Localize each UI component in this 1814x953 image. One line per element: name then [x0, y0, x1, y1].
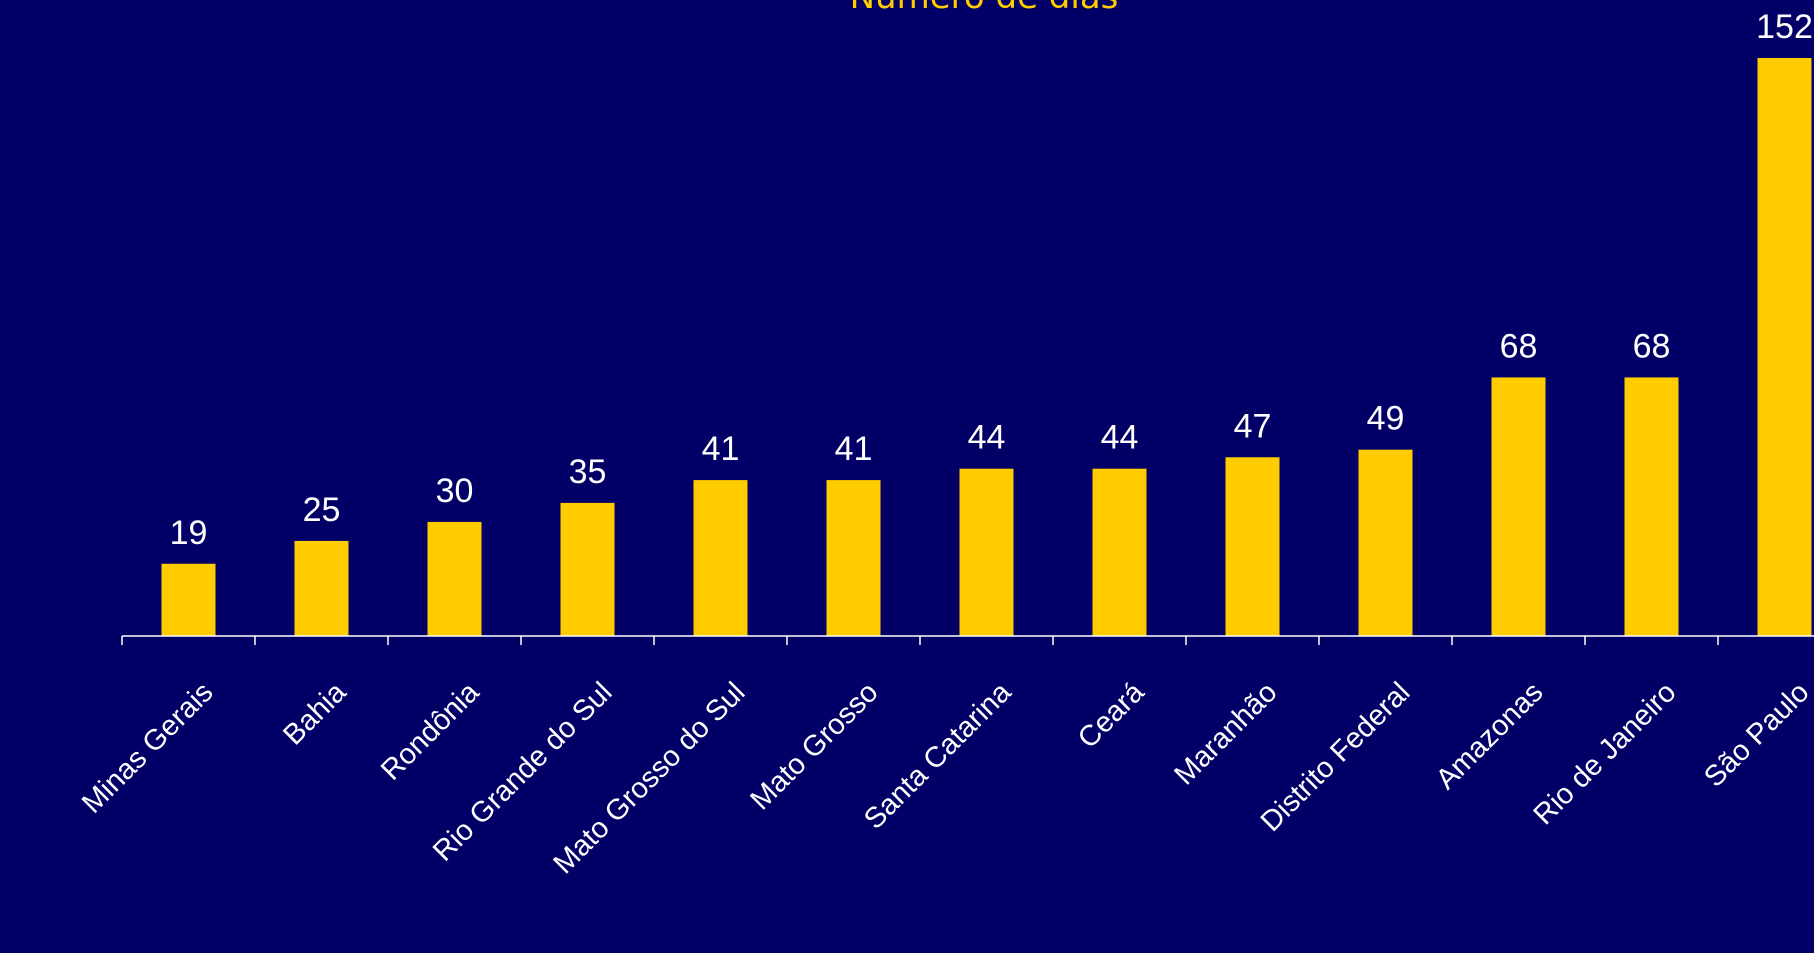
data-label: 68 — [1633, 327, 1671, 365]
data-label: 44 — [968, 419, 1006, 457]
bar — [1624, 377, 1679, 636]
category-label: Maranhão — [1168, 676, 1283, 791]
category-label: Minas Gerais — [76, 676, 219, 819]
data-label: 47 — [1234, 407, 1272, 445]
data-label: 41 — [702, 430, 740, 468]
bars-group — [161, 58, 1812, 636]
data-label: 49 — [1367, 400, 1405, 438]
category-label: Ceará — [1072, 676, 1151, 755]
data-label: 30 — [436, 472, 474, 510]
data-label: 44 — [1101, 419, 1139, 457]
x-axis — [121, 635, 1814, 645]
bar — [1757, 58, 1812, 636]
category-label: Amazonas — [1430, 676, 1550, 796]
category-label: Rondônia — [375, 676, 486, 787]
bar — [1225, 457, 1280, 636]
bar — [1092, 468, 1147, 636]
bar — [427, 521, 482, 636]
category-label: Bahia — [277, 676, 353, 752]
data-label: 35 — [569, 453, 607, 491]
category-label: Rio de Janeiro — [1528, 676, 1683, 831]
chart-title: Número de dias — [850, 0, 1119, 17]
bar — [693, 480, 748, 636]
bar — [1358, 449, 1413, 636]
data-label: 68 — [1500, 327, 1538, 365]
bar — [826, 480, 881, 636]
bar — [294, 540, 349, 636]
bar — [161, 563, 216, 636]
data-label: 152 — [1756, 8, 1813, 46]
category-label: São Paulo — [1698, 676, 1814, 793]
data-label: 19 — [170, 514, 208, 552]
bar — [959, 468, 1014, 636]
bar — [560, 502, 615, 636]
bar — [1491, 377, 1546, 636]
data-labels-group: 19 25 30 35 41 41 44 44 47 49 68 68 152 — [170, 8, 1813, 552]
data-label: 41 — [835, 430, 873, 468]
data-label: 25 — [303, 491, 341, 529]
category-label: Mato Grosso — [744, 676, 884, 816]
